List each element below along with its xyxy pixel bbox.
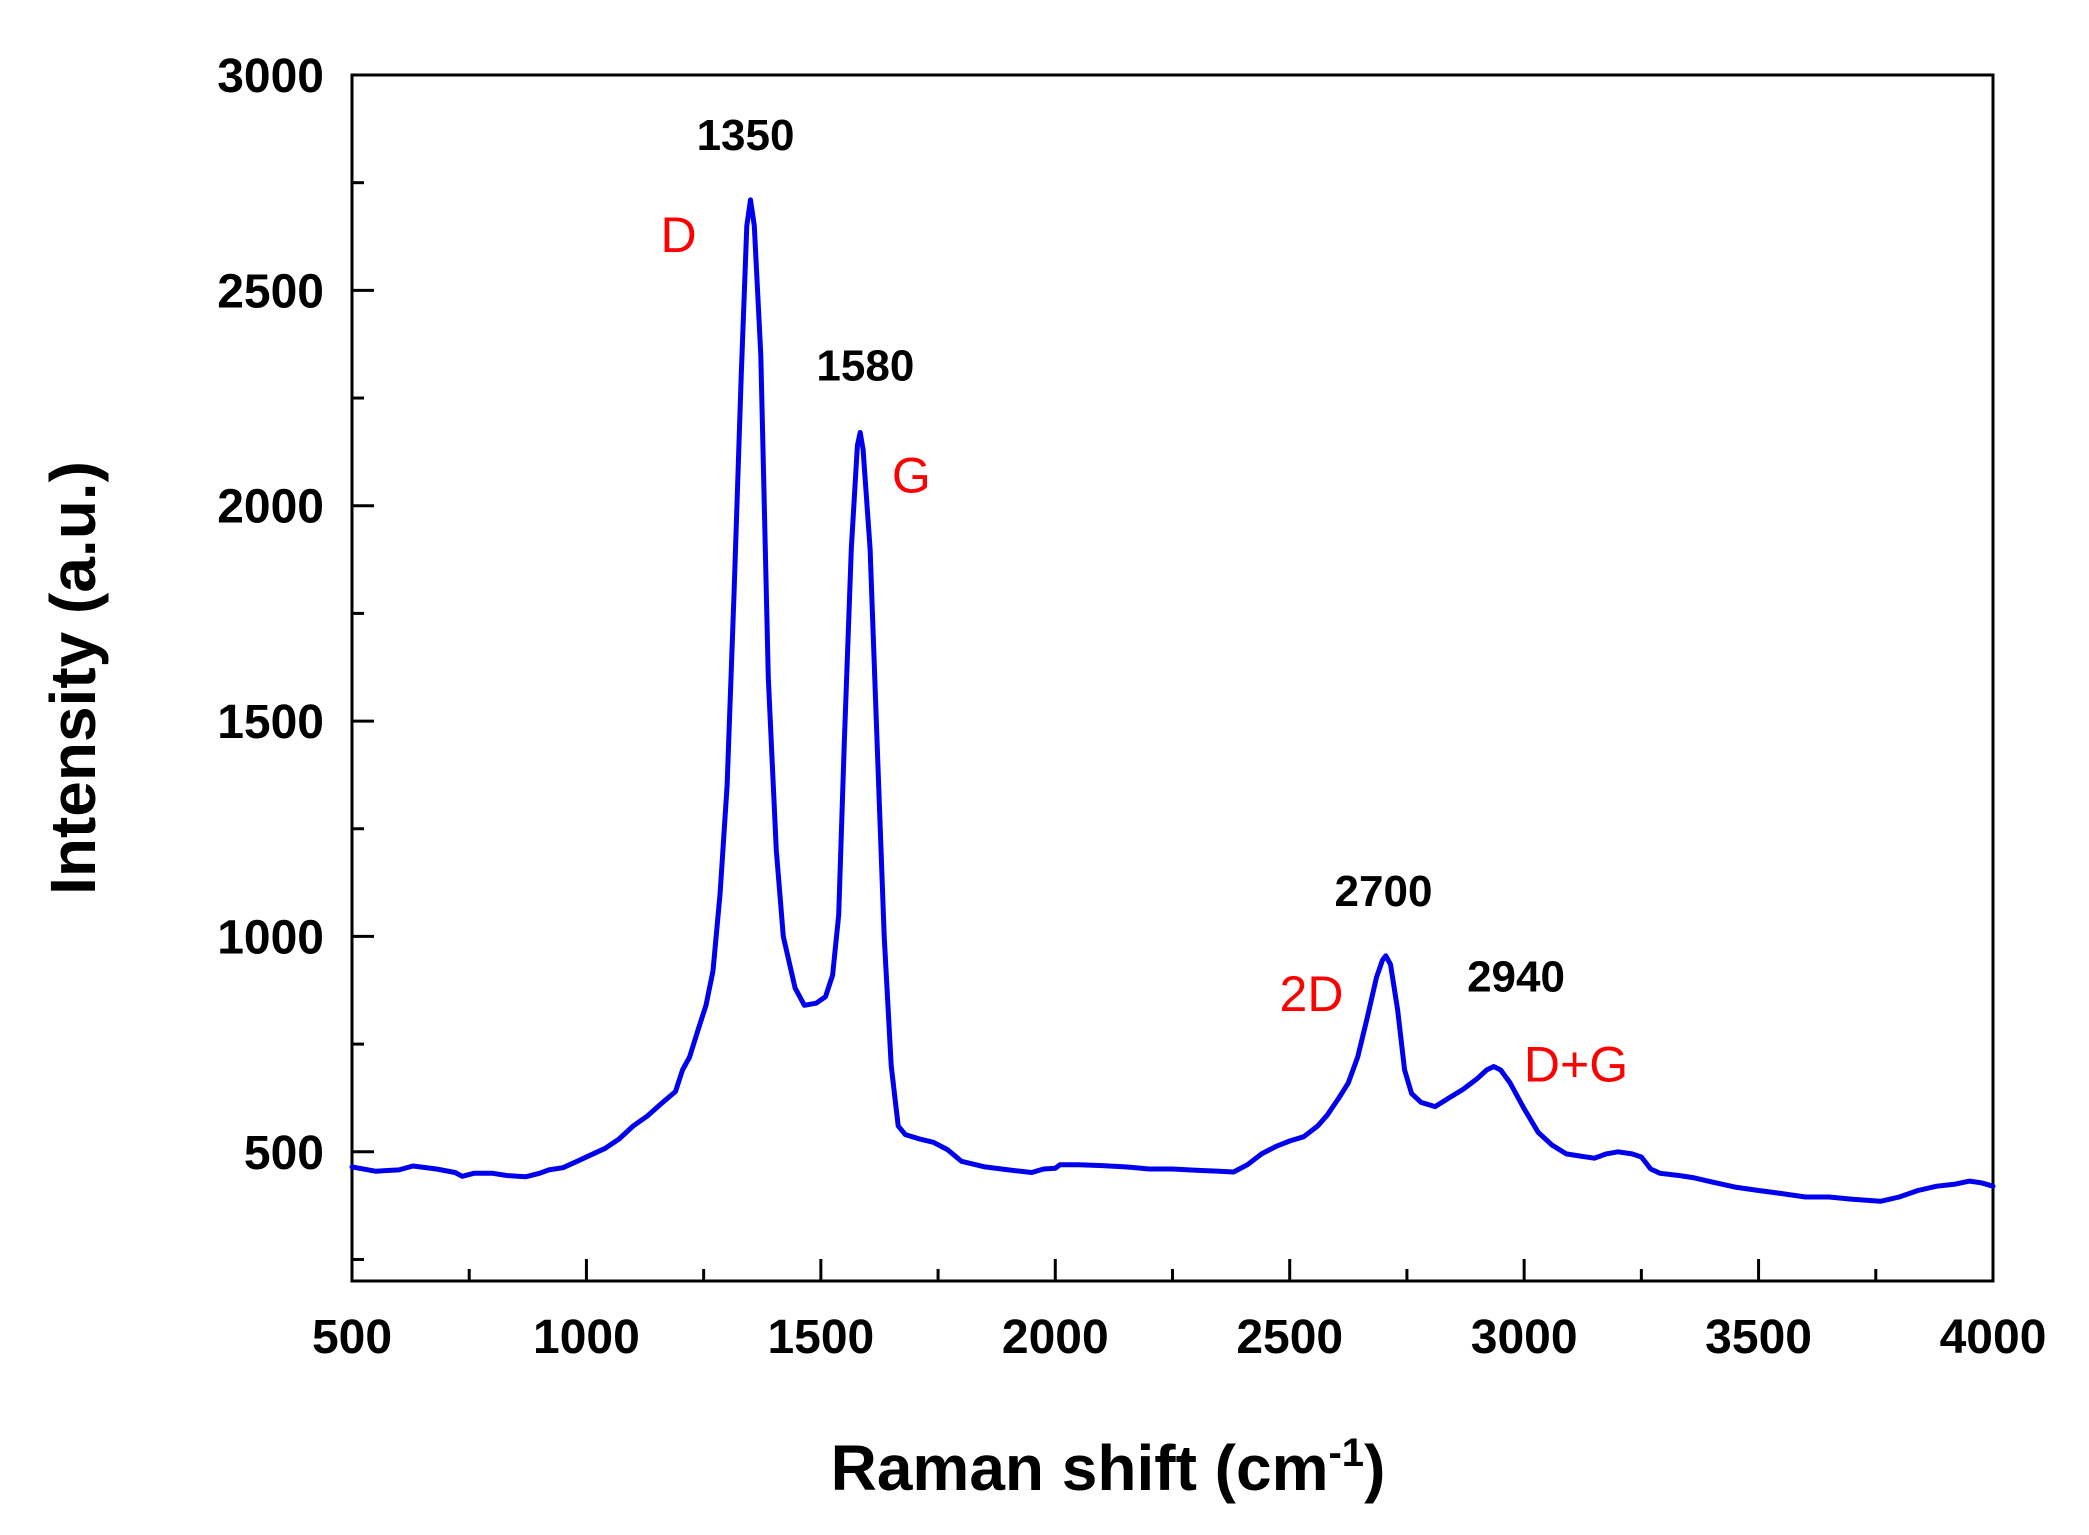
y-tick-label: 1000	[217, 911, 324, 964]
y-axis-tick-labels: 500 1000 1500 2000 2500 3000	[217, 50, 324, 1180]
x-axis-title-close: )	[1364, 1432, 1385, 1504]
peak-value-label: 2940	[1467, 953, 1565, 1002]
y-tick-label: 2000	[217, 481, 324, 534]
peak-name-label: D	[660, 207, 696, 263]
x-axis-title-text: Raman shift (cm	[831, 1432, 1329, 1504]
y-axis-ticks	[352, 73, 374, 1261]
y-tick-label: 1500	[217, 696, 324, 749]
x-tick-label: 2000	[1002, 1311, 1109, 1364]
peak-name-label: G	[892, 447, 931, 503]
x-axis-title: Raman shift (cm-1)	[831, 1431, 1386, 1504]
peak-value-label: 1350	[697, 111, 795, 160]
x-tick-label: 3000	[1471, 1311, 1578, 1364]
x-axis-title-superscript: -1	[1328, 1431, 1364, 1475]
peak-value-label: 2700	[1335, 867, 1433, 916]
x-tick-label: 4000	[1940, 1311, 2047, 1364]
peak-name-label: 2D	[1280, 966, 1344, 1022]
series-line-raman-spectrum	[349, 197, 1996, 1204]
x-tick-label: 500	[312, 1311, 392, 1364]
peak-value-label: 1580	[816, 341, 914, 390]
y-axis-title: Intensity (a.u.)	[37, 461, 109, 895]
plot-frame	[350, 73, 1995, 1283]
x-axis-ticks	[350, 1259, 1995, 1281]
x-tick-label: 1500	[767, 1311, 874, 1364]
peak-name-label: D+G	[1524, 1037, 1628, 1093]
x-axis-tick-labels: 500 1000 1500 2000 2500 3000 3500 4000	[312, 1311, 2046, 1364]
y-tick-label: 2500	[217, 265, 324, 318]
x-tick-label: 2500	[1236, 1311, 1343, 1364]
x-tick-label: 1000	[533, 1311, 640, 1364]
y-tick-label: 500	[244, 1127, 324, 1180]
x-tick-label: 3500	[1705, 1311, 1812, 1364]
y-tick-label: 3000	[217, 50, 324, 103]
